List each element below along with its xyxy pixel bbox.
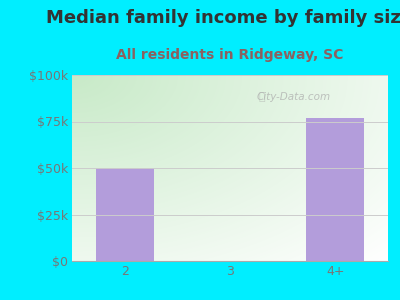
Bar (96, 168, 154, 261)
Text: Median family income by family size: Median family income by family size (46, 9, 400, 27)
Text: All residents in Ridgeway, SC: All residents in Ridgeway, SC (116, 48, 344, 62)
Text: ⓘ: ⓘ (258, 92, 265, 102)
Text: City-Data.com: City-Data.com (256, 92, 330, 102)
Bar (306, 118, 364, 261)
